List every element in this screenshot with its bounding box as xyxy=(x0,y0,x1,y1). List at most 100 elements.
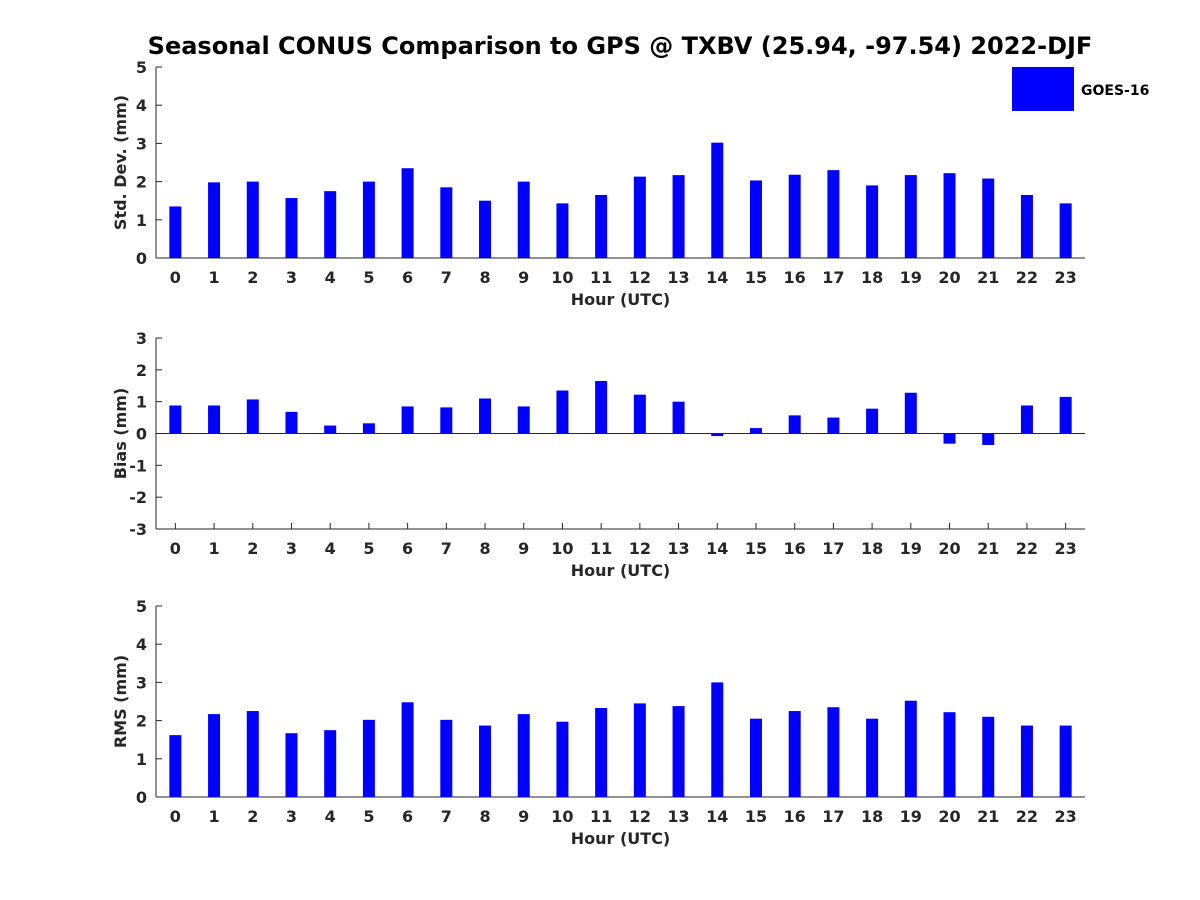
x-tick-label: 4 xyxy=(325,539,336,558)
bar-hour-12 xyxy=(633,703,646,797)
x-tick-label: 20 xyxy=(938,539,960,558)
x-tick-label: 3 xyxy=(286,807,297,826)
bar-hour-17 xyxy=(827,170,840,258)
bar-hour-2 xyxy=(246,711,259,797)
y-tick-label: 1 xyxy=(136,211,147,230)
x-tick-label: 21 xyxy=(977,807,999,826)
x-tick-label: 13 xyxy=(667,539,689,558)
y-axis-label: Std. Dev. (mm) xyxy=(111,95,130,230)
x-tick-label: 11 xyxy=(590,807,612,826)
y-tick-label: 2 xyxy=(136,712,147,731)
x-tick-label: 11 xyxy=(590,539,612,558)
bar-hour-21 xyxy=(982,716,995,797)
bar-hour-4 xyxy=(324,425,337,434)
bar-hour-18 xyxy=(866,185,879,258)
bar-hour-23 xyxy=(1059,396,1072,434)
x-tick-label: 8 xyxy=(479,807,490,826)
x-tick-label: 11 xyxy=(590,268,612,287)
x-tick-label: 13 xyxy=(667,268,689,287)
bar-hour-8 xyxy=(479,200,492,258)
bar-hour-13 xyxy=(672,401,685,434)
y-tick-label: 3 xyxy=(136,673,147,692)
x-tick-label: 8 xyxy=(479,539,490,558)
x-axis-label: Hour (UTC) xyxy=(571,829,671,848)
bar-hour-11 xyxy=(595,380,608,434)
bar-hour-16 xyxy=(788,711,801,797)
bar-hour-5 xyxy=(362,423,375,434)
bar-hour-20 xyxy=(943,433,956,444)
bar-hour-23 xyxy=(1059,203,1072,258)
x-tick-label: 17 xyxy=(822,807,844,826)
x-tick-label: 21 xyxy=(977,268,999,287)
x-tick-label: 18 xyxy=(861,807,883,826)
x-tick-label: 6 xyxy=(402,268,413,287)
bar-hour-14 xyxy=(711,433,724,437)
x-tick-label: 21 xyxy=(977,539,999,558)
bar-hour-3 xyxy=(285,733,298,797)
x-tick-label: 14 xyxy=(706,539,728,558)
x-tick-label: 5 xyxy=(363,807,374,826)
x-tick-label: 6 xyxy=(402,539,413,558)
x-tick-label: 23 xyxy=(1055,539,1077,558)
bar-hour-12 xyxy=(633,394,646,434)
bar-hour-22 xyxy=(1020,405,1033,434)
x-tick-label: 2 xyxy=(247,807,258,826)
y-axis-label: Bias (mm) xyxy=(111,388,130,480)
x-tick-label: 10 xyxy=(551,539,573,558)
x-tick-label: 6 xyxy=(402,807,413,826)
bar-hour-20 xyxy=(943,173,956,258)
x-tick-label: 17 xyxy=(822,539,844,558)
bar-hour-19 xyxy=(904,700,917,797)
bar-hour-20 xyxy=(943,712,956,797)
bar-hour-1 xyxy=(208,714,221,797)
y-tick-label: 2 xyxy=(136,173,147,192)
x-tick-label: 2 xyxy=(247,268,258,287)
x-tick-label: 9 xyxy=(518,268,529,287)
bar-hour-15 xyxy=(749,428,762,434)
y-tick-label: 1 xyxy=(136,393,147,412)
bar-hour-18 xyxy=(866,408,879,434)
x-tick-label: 20 xyxy=(938,807,960,826)
x-tick-label: 14 xyxy=(706,268,728,287)
y-axis-label: RMS (mm) xyxy=(111,655,130,748)
bar-hour-3 xyxy=(285,198,298,258)
bar-hour-1 xyxy=(208,405,221,434)
x-tick-label: 16 xyxy=(784,539,806,558)
bar-hour-19 xyxy=(904,175,917,258)
bar-hour-21 xyxy=(982,433,995,445)
x-tick-label: 15 xyxy=(745,807,767,826)
bar-hour-0 xyxy=(169,206,182,258)
x-tick-label: 1 xyxy=(208,268,219,287)
bar-hour-17 xyxy=(827,417,840,434)
x-tick-label: 0 xyxy=(170,807,181,826)
bar-hour-4 xyxy=(324,730,337,797)
bar-hour-14 xyxy=(711,682,724,797)
legend: GOES-16 xyxy=(1012,67,1149,111)
x-tick-label: 22 xyxy=(1016,807,1038,826)
bar-hour-10 xyxy=(556,721,569,797)
bar-hour-2 xyxy=(246,181,259,258)
bar-hour-2 xyxy=(246,399,259,434)
x-tick-label: 18 xyxy=(861,539,883,558)
x-tick-label: 7 xyxy=(441,539,452,558)
bar-hour-15 xyxy=(749,718,762,797)
bar-hour-22 xyxy=(1020,194,1033,258)
bar-hour-6 xyxy=(401,168,414,258)
bar-hour-7 xyxy=(440,407,453,434)
x-tick-label: 4 xyxy=(325,268,336,287)
bar-hour-12 xyxy=(633,176,646,258)
bar-hour-10 xyxy=(556,203,569,258)
y-tick-label: 1 xyxy=(136,750,147,769)
bar-hour-18 xyxy=(866,718,879,797)
y-tick-label: 5 xyxy=(136,597,147,616)
x-axis-label: Hour (UTC) xyxy=(571,561,671,580)
bar-hour-0 xyxy=(169,405,182,434)
x-tick-label: 3 xyxy=(286,539,297,558)
bar-hour-21 xyxy=(982,178,995,258)
x-tick-label: 5 xyxy=(363,539,374,558)
bar-hour-6 xyxy=(401,406,414,434)
bar-hour-9 xyxy=(517,714,530,797)
